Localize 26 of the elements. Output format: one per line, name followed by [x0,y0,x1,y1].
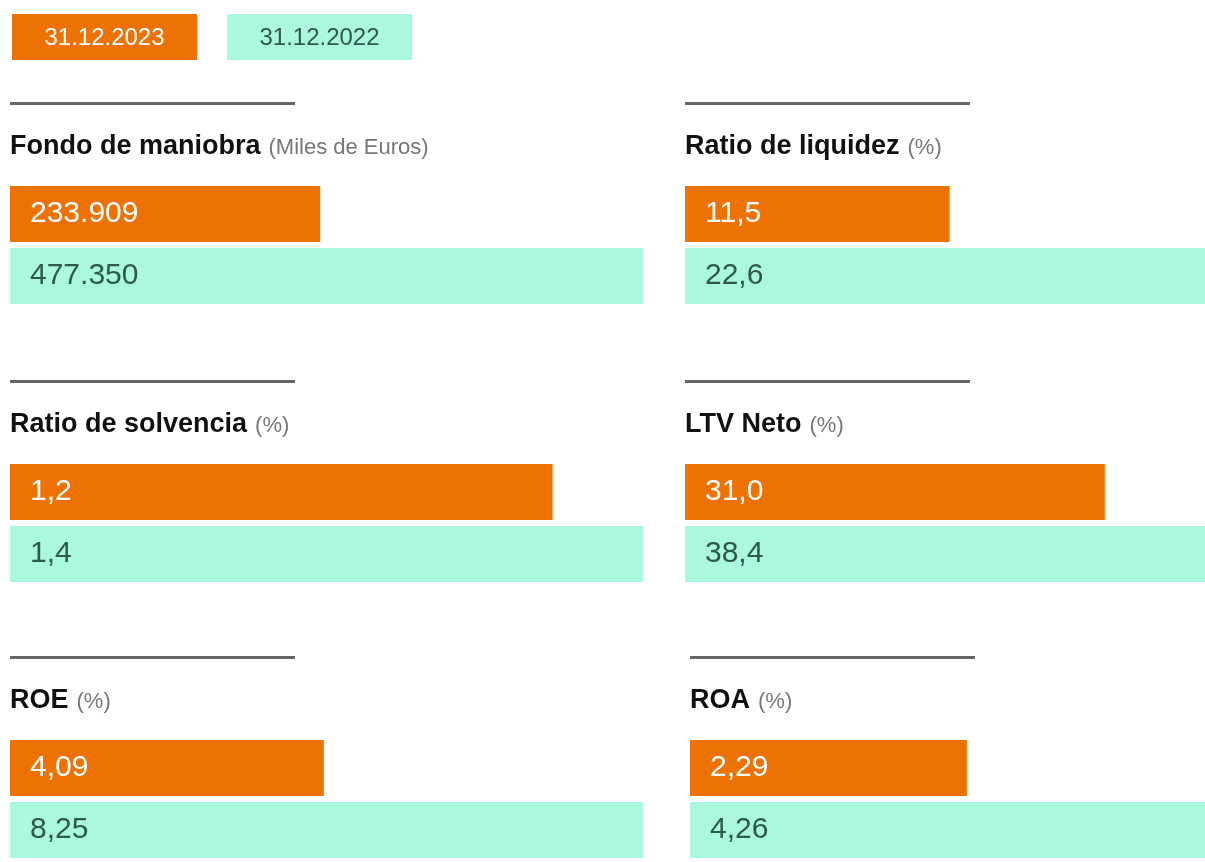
data-label: 38,4 [705,535,764,569]
data-label: 4,26 [710,811,769,845]
chart-title: Fondo de maniobra [10,130,261,160]
chart-title: ROA [690,684,750,714]
chart-subtitle: (%) [809,412,844,437]
chart-subtitle: (Miles de Euros) [268,134,429,159]
chart-subtitle: (%) [758,688,793,713]
data-label: 477.350 [30,257,139,291]
chart-title: ROE [10,684,69,714]
data-label: 4,09 [30,749,89,783]
data-label: 8,25 [30,811,89,845]
chart-title: LTV Neto [685,408,802,438]
chart-subtitle: (%) [255,412,290,437]
data-label: 22,6 [705,257,764,291]
data-label: 2,29 [710,749,769,783]
data-label: 11,5 [705,195,762,229]
chart-title: Ratio de liquidez [685,130,900,160]
chart-subtitle: (%) [76,688,111,713]
text: 31.12.2023 [12,14,197,60]
data-label: 233.909 [30,195,139,229]
chart-subtitle: (%) [907,134,942,159]
data-label: 1,4 [30,535,72,569]
data-label: 31,0 [705,473,764,507]
data-label: 1,2 [30,473,72,507]
text: 31.12.2022 [227,14,412,60]
chart-title: Ratio de solvencia [10,408,248,438]
